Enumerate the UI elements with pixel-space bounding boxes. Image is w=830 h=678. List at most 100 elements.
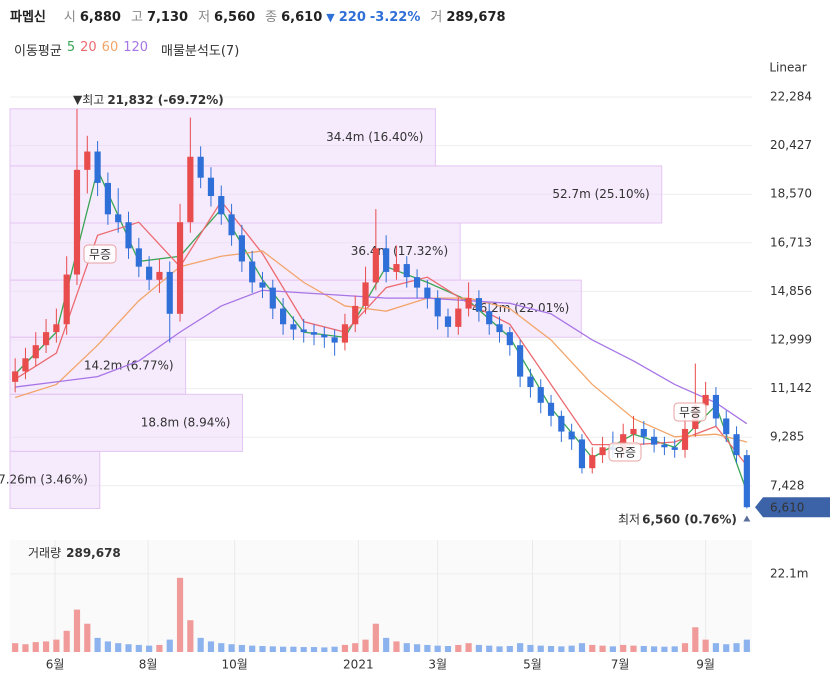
candle-body (413, 277, 421, 288)
legend-title[interactable]: 이동평균 (14, 44, 62, 59)
label: 시 (63, 10, 76, 25)
candle-body (743, 455, 750, 508)
candle-body (197, 156, 204, 178)
candle-body (651, 436, 658, 445)
y-tick-label: 16,713 (770, 235, 812, 249)
candle-body (599, 447, 606, 456)
candle-body (558, 415, 565, 432)
volume-bar (280, 646, 287, 652)
candle-body (568, 431, 575, 440)
volume-title-value: 289,678 (66, 546, 121, 560)
candle-body (53, 324, 60, 333)
candle-body (187, 156, 194, 223)
volume-bar (372, 623, 379, 652)
candle-body (671, 447, 678, 450)
legend-item[interactable]: 60 (101, 40, 119, 55)
volume-bar (187, 620, 194, 652)
volume-bar (73, 609, 81, 652)
low-note-text: 6,560 (0.76%) (642, 512, 737, 526)
volume-bar (362, 639, 369, 652)
candle-body (280, 308, 287, 325)
value: 289,678 (446, 10, 506, 25)
volume-bar (352, 643, 359, 652)
candle-body (444, 316, 452, 327)
volume-bar (269, 646, 276, 652)
volume-bar (321, 647, 328, 652)
volume-bar (383, 637, 390, 652)
legend-item[interactable]: 5 (66, 40, 76, 55)
candle-body (383, 248, 390, 272)
candle-body (702, 394, 709, 406)
x-tick-label: 2021 (343, 658, 374, 672)
scale-label: Linear (769, 61, 806, 75)
volume-bar (331, 646, 338, 652)
y-tick-label: 12,999 (770, 332, 812, 346)
volume-bar (218, 643, 225, 652)
volume-bar (671, 646, 678, 652)
candle-body (362, 282, 369, 306)
volume-profile-label: 52.7m (25.10%) (552, 187, 649, 201)
volume-bar (156, 644, 163, 652)
volume-title-label: 거래량 (28, 546, 61, 560)
y-tick-label: 18,570 (770, 187, 812, 201)
stock-name: 파멥신 (10, 10, 46, 25)
volume-bar (537, 645, 544, 652)
volume-bar (434, 645, 441, 652)
volume-bar (702, 639, 709, 652)
high-note-label: 최고 (82, 92, 104, 106)
volume-bar (547, 645, 555, 652)
candle-body (22, 358, 29, 372)
volume-bar (661, 646, 668, 652)
candle-body (341, 324, 349, 343)
legend-item[interactable]: 20 (80, 40, 97, 55)
candle-body (290, 324, 297, 330)
y-tick-label: 14,856 (770, 284, 812, 298)
event-badge (608, 442, 642, 462)
volume-bar (733, 643, 740, 652)
y-tick-label: 22,284 (770, 89, 812, 103)
volume-bar (444, 645, 452, 652)
event-label: 유증 (614, 446, 636, 460)
candle-body (331, 337, 338, 343)
candle-body (527, 376, 534, 388)
volume-bar (63, 630, 70, 652)
label: 저 (198, 10, 211, 25)
candle-body (166, 271, 173, 314)
candle-body (424, 287, 431, 299)
volume-bar (403, 643, 410, 652)
legend-profile[interactable]: 매물분석도(7) (161, 44, 240, 59)
legend-item[interactable]: 120 (123, 40, 149, 55)
candle-body (42, 332, 50, 346)
volume-bar (53, 639, 60, 652)
x-tick-label: 10월 (222, 658, 248, 672)
candle-body (104, 182, 111, 215)
ma-line (15, 289, 748, 425)
volume-bar (589, 644, 596, 652)
candle-body (228, 214, 235, 236)
volume-bar (692, 627, 699, 652)
change-pct: -3.22% (369, 10, 421, 25)
volume-bar (455, 644, 462, 652)
volume-bar (620, 644, 627, 652)
candle-body (475, 298, 482, 312)
candle-body (578, 439, 586, 469)
label: 종 (265, 10, 278, 25)
candle-body (176, 222, 184, 314)
volume-bar (310, 647, 318, 652)
candle-body (32, 345, 39, 359)
volume-bar (506, 645, 513, 652)
volume-bar (609, 646, 616, 652)
high-note: ▼최고 21,832 (-69.72%) (73, 92, 224, 106)
volume-bar (125, 644, 132, 652)
candle-body (352, 305, 359, 325)
candle-body (259, 282, 266, 288)
low-note: 최저 6,560 (0.76%) (618, 512, 737, 526)
candle-body (723, 418, 730, 435)
candle-body (63, 274, 70, 325)
volume-bar (94, 637, 101, 652)
volume-bar (32, 642, 39, 652)
x-tick-label: 3월 (428, 658, 447, 672)
candle-body (249, 261, 256, 283)
label: 고 (130, 10, 143, 25)
